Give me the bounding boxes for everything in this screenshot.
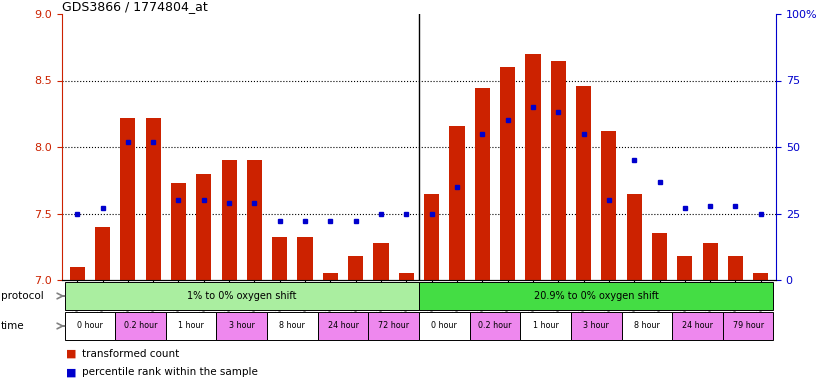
Bar bbox=[601, 131, 617, 280]
Bar bbox=[672, 312, 723, 340]
Bar bbox=[115, 312, 166, 340]
Bar bbox=[120, 118, 135, 280]
Bar bbox=[246, 160, 262, 280]
Bar bbox=[470, 312, 521, 340]
Text: transformed count: transformed count bbox=[82, 349, 180, 359]
Bar bbox=[419, 312, 470, 340]
Text: protocol: protocol bbox=[1, 291, 43, 301]
Text: percentile rank within the sample: percentile rank within the sample bbox=[82, 367, 259, 377]
Bar bbox=[166, 312, 216, 340]
Bar bbox=[526, 54, 540, 280]
Bar bbox=[500, 67, 515, 280]
Bar bbox=[317, 312, 368, 340]
Bar bbox=[145, 118, 161, 280]
Text: ■: ■ bbox=[66, 349, 77, 359]
Text: 72 hour: 72 hour bbox=[378, 321, 410, 331]
Text: 0.2 hour: 0.2 hour bbox=[478, 321, 512, 331]
Bar bbox=[723, 312, 774, 340]
Text: ■: ■ bbox=[66, 367, 77, 377]
Bar bbox=[298, 237, 313, 280]
Bar bbox=[521, 312, 571, 340]
Bar bbox=[267, 312, 317, 340]
Bar bbox=[419, 282, 774, 310]
Bar bbox=[273, 237, 287, 280]
Text: GDS3866 / 1774804_at: GDS3866 / 1774804_at bbox=[62, 0, 208, 13]
Bar bbox=[753, 273, 769, 280]
Bar bbox=[728, 256, 743, 280]
Bar bbox=[64, 312, 115, 340]
Bar bbox=[399, 273, 414, 280]
Text: 1% to 0% oxygen shift: 1% to 0% oxygen shift bbox=[187, 291, 296, 301]
Bar bbox=[424, 194, 439, 280]
Text: 8 hour: 8 hour bbox=[634, 321, 660, 331]
Bar bbox=[627, 194, 642, 280]
Bar bbox=[368, 312, 419, 340]
Bar bbox=[64, 282, 419, 310]
Bar bbox=[475, 88, 490, 280]
Text: 1 hour: 1 hour bbox=[533, 321, 558, 331]
Text: 24 hour: 24 hour bbox=[327, 321, 358, 331]
Bar bbox=[323, 273, 338, 280]
Bar bbox=[622, 312, 672, 340]
Bar bbox=[703, 243, 718, 280]
Bar bbox=[571, 312, 622, 340]
Bar bbox=[221, 160, 237, 280]
Text: 1 hour: 1 hour bbox=[178, 321, 204, 331]
Bar bbox=[196, 174, 211, 280]
Bar bbox=[374, 243, 388, 280]
Text: 79 hour: 79 hour bbox=[733, 321, 764, 331]
Bar bbox=[348, 256, 363, 280]
Text: 0 hour: 0 hour bbox=[432, 321, 457, 331]
Bar bbox=[652, 233, 667, 280]
Bar bbox=[576, 86, 591, 280]
Text: 3 hour: 3 hour bbox=[228, 321, 255, 331]
Text: 24 hour: 24 hour bbox=[682, 321, 713, 331]
Text: 3 hour: 3 hour bbox=[583, 321, 610, 331]
Bar bbox=[95, 227, 110, 280]
Text: 0.2 hour: 0.2 hour bbox=[124, 321, 157, 331]
Bar bbox=[450, 126, 464, 280]
Text: 20.9% to 0% oxygen shift: 20.9% to 0% oxygen shift bbox=[534, 291, 659, 301]
Bar bbox=[69, 267, 85, 280]
Text: 0 hour: 0 hour bbox=[77, 321, 103, 331]
Bar bbox=[171, 183, 186, 280]
Text: time: time bbox=[1, 321, 24, 331]
Bar bbox=[551, 61, 565, 280]
Bar bbox=[677, 256, 693, 280]
Bar bbox=[216, 312, 267, 340]
Text: 8 hour: 8 hour bbox=[279, 321, 305, 331]
